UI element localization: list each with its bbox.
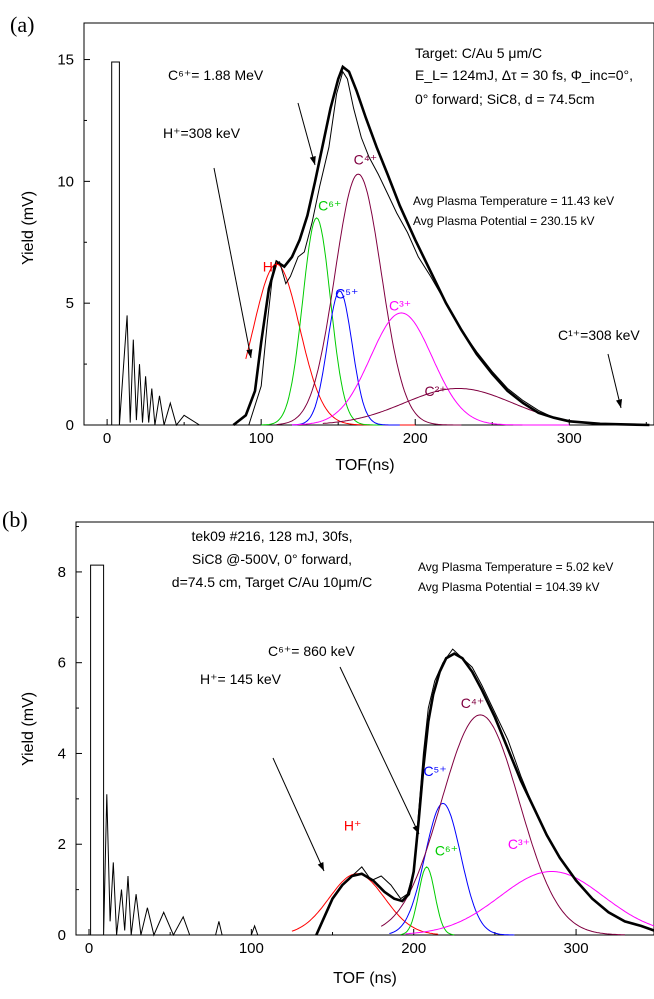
- x-tick-label: 200: [403, 430, 428, 447]
- annotation-arrow: [339, 666, 420, 835]
- series-curve: [380, 714, 625, 936]
- panel-a-c1-energy: C¹⁺=308 keV: [558, 327, 640, 343]
- total-fit-line: [315, 652, 654, 936]
- panel-a-target-line1: Target: C/Au 5 μm/C: [415, 45, 542, 61]
- series-curve: [322, 388, 650, 426]
- panel-a-peak-labels: H⁺ C⁶⁺ C⁴⁺ C⁵⁺ C³⁺ C²⁺: [263, 151, 447, 398]
- x-tick-label: 300: [564, 940, 589, 957]
- peak-label: C⁶⁺: [435, 843, 458, 859]
- panel-a-avg-pot: Avg Plasma Potential = 230.15 kV: [413, 214, 595, 228]
- annotation-arrow: [272, 757, 325, 872]
- panel-b-shot-line3: d=74.5 cm, Target C/Au 10μm/C: [172, 574, 372, 590]
- panel-b-x-axis-title: TOF (ns): [333, 970, 397, 987]
- panel-b-curves: [76, 564, 654, 937]
- x-tick-label: 0: [103, 430, 111, 447]
- panel-b-label: (b): [2, 507, 28, 532]
- panel-a-y-axis-title: Yield (mV): [20, 191, 37, 265]
- panel-a-c6-energy: C⁶⁺= 1.88 MeV: [168, 67, 264, 83]
- x-tick-label: 100: [249, 430, 274, 447]
- y-tick-label: 5: [66, 295, 74, 312]
- panel-b-c6-energy: C⁶⁺= 860 keV: [268, 643, 355, 659]
- panel-b-peak-labels: H⁺ C⁵⁺ C⁶⁺ C⁴⁺ C³⁺: [344, 695, 530, 859]
- panel-b-shot-line2: SiC8 @-500V, 0° forward,: [192, 551, 352, 567]
- annotation-arrow: [607, 353, 622, 409]
- panel-b-h-energy: H⁺= 145 keV: [200, 671, 282, 687]
- panel-a-target-line3: 0° forward; SiC8, d = 74.5cm: [415, 91, 595, 107]
- panel-a-ticks: 0 100 200 300 0 5 10 15: [57, 52, 647, 447]
- series-curve: [276, 173, 462, 426]
- y-tick-label: 0: [58, 927, 66, 944]
- peak-label: C³⁺: [508, 836, 530, 852]
- peak-label: C⁶⁺: [318, 198, 341, 214]
- x-tick-label: 200: [401, 940, 426, 957]
- y-tick-label: 8: [58, 564, 66, 581]
- series-curve: [400, 866, 455, 936]
- y-tick-label: 4: [58, 745, 66, 762]
- y-tick-label: 6: [58, 655, 66, 672]
- panel-a-target-line2: E_L= 124mJ, Δτ = 30 fs, Φ_inc=0°,: [415, 67, 633, 83]
- peak-label: C²⁺: [424, 383, 446, 399]
- annotation-arrow: [297, 102, 316, 166]
- peak-label: C⁴⁺: [354, 151, 378, 167]
- peak-label: C³⁺: [389, 297, 411, 313]
- panel-b-shot-line1: tek09 #216, 128 mJ, 30fs,: [191, 528, 352, 544]
- series-curve: [292, 290, 400, 426]
- x-tick-label: 0: [85, 940, 93, 957]
- panel-b-y-axis-title: Yield (mV): [20, 692, 37, 766]
- panel-a-curves: [91, 61, 650, 427]
- panel-a-arrows: [213, 102, 623, 409]
- total-fit-line: [232, 64, 650, 427]
- panel-a-avg-temp: Avg Plasma Temperature = 11.43 keV: [413, 194, 614, 208]
- panel-b-avg-temp: Avg Plasma Temperature = 5.02 keV: [418, 560, 613, 574]
- raw-signal-line: [76, 564, 654, 937]
- annotation-arrow-head: [616, 399, 623, 408]
- annotation-arrow-head: [309, 156, 316, 165]
- panel-b-plot-frame: [75, 521, 654, 936]
- peak-label: C⁵⁺: [335, 285, 358, 301]
- panel-a-x-axis-title: TOF(ns): [335, 457, 394, 474]
- annotation-arrow-head: [246, 349, 253, 358]
- raw-signal-line: [91, 61, 650, 427]
- peak-label: C⁴⁺: [461, 695, 485, 711]
- x-tick-label: 100: [239, 940, 264, 957]
- x-tick-label: 300: [557, 430, 582, 447]
- panel-a-label: (a): [10, 12, 34, 37]
- panel-b-ticks: 0 100 200 300 0 2 4 6 8: [58, 526, 589, 957]
- y-tick-label: 2: [58, 836, 66, 853]
- y-tick-label: 0: [66, 417, 74, 434]
- annotation-arrow-head: [317, 862, 324, 871]
- series-curve: [292, 312, 570, 426]
- series-curve: [405, 871, 654, 935]
- panel-b-avg-pot: Avg Plasma Potential = 104.39 kV: [418, 580, 600, 594]
- panel-b-arrows: [272, 666, 420, 872]
- annotation-arrow-head: [412, 825, 419, 834]
- peak-label: H⁺: [344, 818, 362, 834]
- panel-a: (a) 0 100 200 300 0 5 10 15 H⁺ C⁶⁺ C⁴⁺ C⁵⁺ C³⁺ C²⁺ T…: [10, 12, 654, 474]
- panel-b: (b) 0 100 200 300 0 2 4 6 8 H⁺ C⁵⁺ C⁶⁺ C⁴⁺ C³⁺ TOF (…: [2, 507, 654, 987]
- y-tick-label: 10: [57, 173, 74, 190]
- series-curve: [261, 217, 385, 426]
- panel-a-h-energy: H⁺=308 keV: [163, 125, 241, 141]
- annotation-arrow: [213, 167, 252, 359]
- peak-label: H⁺: [263, 259, 281, 275]
- series-curve: [389, 802, 515, 936]
- y-tick-label: 15: [57, 52, 74, 69]
- peak-label: C⁵⁺: [423, 763, 446, 779]
